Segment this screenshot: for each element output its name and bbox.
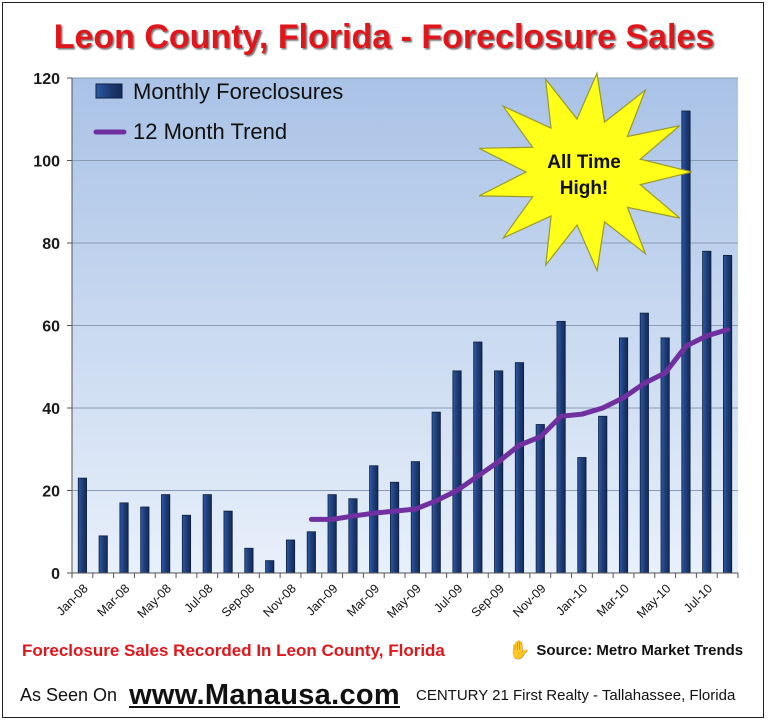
x-tick-label: Sep-08 xyxy=(219,581,257,619)
bar xyxy=(494,370,504,574)
bar xyxy=(223,510,233,574)
x-tick-label: Jul-09 xyxy=(431,581,465,615)
bar xyxy=(348,498,358,574)
x-tick-label: Nov-09 xyxy=(510,581,548,619)
y-tick-label: 40 xyxy=(42,401,60,418)
website-link[interactable]: www.Manausa.com xyxy=(129,678,400,711)
x-tick-label: Sep-09 xyxy=(469,581,507,619)
y-tick-label: 100 xyxy=(33,154,60,171)
bar xyxy=(140,506,150,574)
x-tick-label: Mar-09 xyxy=(344,581,382,619)
bar xyxy=(702,250,712,574)
x-tick-label: Mar-08 xyxy=(94,581,132,619)
y-tick-label: 80 xyxy=(42,236,60,253)
bar-series xyxy=(77,110,733,574)
all-time-high-burst: All Time High! xyxy=(478,71,693,273)
y-tick-label: 20 xyxy=(42,484,60,501)
hand-icon: ✋ xyxy=(508,640,531,660)
x-tick-label: May-10 xyxy=(634,581,673,620)
burst-shape xyxy=(478,71,693,273)
bar xyxy=(431,411,441,574)
bar xyxy=(639,312,649,574)
x-tick-label: Jan-09 xyxy=(304,581,341,618)
legend-bar-swatch xyxy=(95,83,123,99)
bar xyxy=(598,415,608,574)
legend-label-trend: 12 Month Trend xyxy=(133,119,287,144)
chart-caption: Foreclosure Sales Recorded In Leon Count… xyxy=(22,641,445,660)
bar xyxy=(98,535,108,574)
trend-series xyxy=(308,327,731,522)
x-tick-label: Jan-10 xyxy=(553,581,590,618)
bar xyxy=(202,494,212,574)
y-tick-label: 120 xyxy=(33,71,60,88)
bar xyxy=(514,362,525,574)
x-tick-label: May-09 xyxy=(384,581,423,620)
source-note: ✋ Source: Metro Market Trends xyxy=(508,640,743,661)
x-tick-label: Jan-08 xyxy=(54,581,91,618)
bar xyxy=(723,254,733,574)
y-tick-label: 60 xyxy=(42,319,60,336)
company-name: CENTURY 21 First Realty - Tallahassee, F… xyxy=(416,686,736,704)
gridlines xyxy=(72,77,738,491)
as-seen-on-label: As Seen On xyxy=(20,684,118,705)
y-tick-label: 0 xyxy=(51,566,60,583)
legend-label-monthly: Monthly Foreclosures xyxy=(133,79,343,104)
bar xyxy=(244,547,254,574)
bar xyxy=(390,481,400,574)
bar xyxy=(369,465,379,574)
x-tick-label: Jul-10 xyxy=(681,581,715,615)
bar xyxy=(452,370,462,574)
bar xyxy=(161,494,171,574)
x-tick-label: Jul-08 xyxy=(182,581,216,615)
bar xyxy=(327,494,337,574)
bar xyxy=(618,337,629,574)
bar xyxy=(119,502,129,574)
bar xyxy=(410,461,420,574)
bar xyxy=(535,424,545,574)
bar xyxy=(285,539,296,574)
bar xyxy=(77,477,87,574)
bar xyxy=(306,531,316,574)
bar xyxy=(265,560,275,574)
x-tick-label: May-08 xyxy=(135,581,174,620)
x-tick-label: Nov-08 xyxy=(260,581,298,619)
legend: Monthly Foreclosures 12 Month Trend xyxy=(93,79,343,144)
trend-line xyxy=(308,327,731,522)
bar xyxy=(473,341,483,574)
burst-text-line2: High! xyxy=(560,178,609,199)
bar xyxy=(181,514,192,574)
x-tick-label: Mar-10 xyxy=(594,581,632,619)
bar xyxy=(577,457,587,574)
chart-title: Leon County, Florida - Foreclosure Sales xyxy=(54,18,715,56)
bar xyxy=(556,320,566,574)
source-text: Source: Metro Market Trends xyxy=(536,642,744,659)
burst-text-line1: All Time xyxy=(547,152,621,173)
branding-row: As Seen On www.Manausa.com CENTURY 21 Fi… xyxy=(20,675,760,715)
